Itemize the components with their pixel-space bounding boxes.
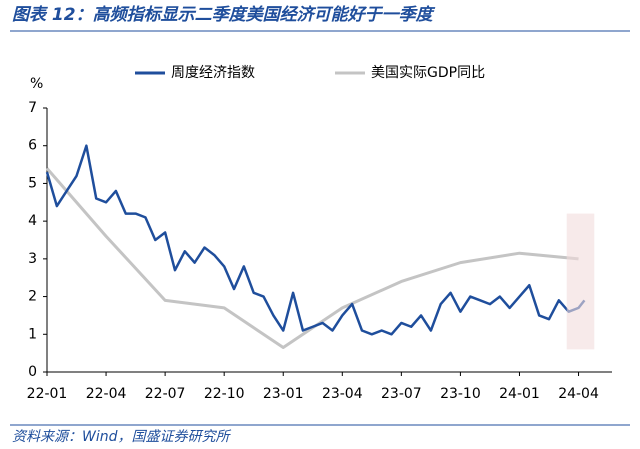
legend-label: 周度经济指数 [171,65,255,81]
x-tick-label: 22-04 [86,386,127,402]
y-tick-label: 5 [28,175,37,191]
chart-title: 图表 12：高频指标显示二季度美国经济可能好于一季度 [12,5,436,25]
y-tick-label: 7 [28,100,37,116]
x-tick-label: 24-01 [499,386,540,402]
y-tick-label: 1 [28,326,37,342]
y-tick-label: 4 [28,213,37,229]
y-tick-label: 0 [28,364,37,380]
y-unit: % [30,76,43,92]
x-tick-label: 23-07 [381,386,422,402]
x-tick-label: 22-07 [145,386,186,402]
x-tick-label: 23-01 [263,386,304,402]
x-tick-label: 23-10 [440,386,481,402]
y-tick-label: 2 [28,289,37,305]
y-tick-label: 3 [28,251,37,267]
x-tick-label: 24-04 [558,386,599,402]
series-line [45,167,579,349]
x-tick-label: 22-10 [204,386,245,402]
source: 资料来源：Wind，国盛证券研究所 [12,429,231,445]
legend-label: 美国实际GDP同比 [371,65,485,81]
shaded-region [566,213,595,350]
series-line [45,144,586,336]
y-tick-label: 6 [28,138,37,154]
x-tick-label: 23-04 [322,386,363,402]
x-tick-label: 22-01 [27,386,68,402]
